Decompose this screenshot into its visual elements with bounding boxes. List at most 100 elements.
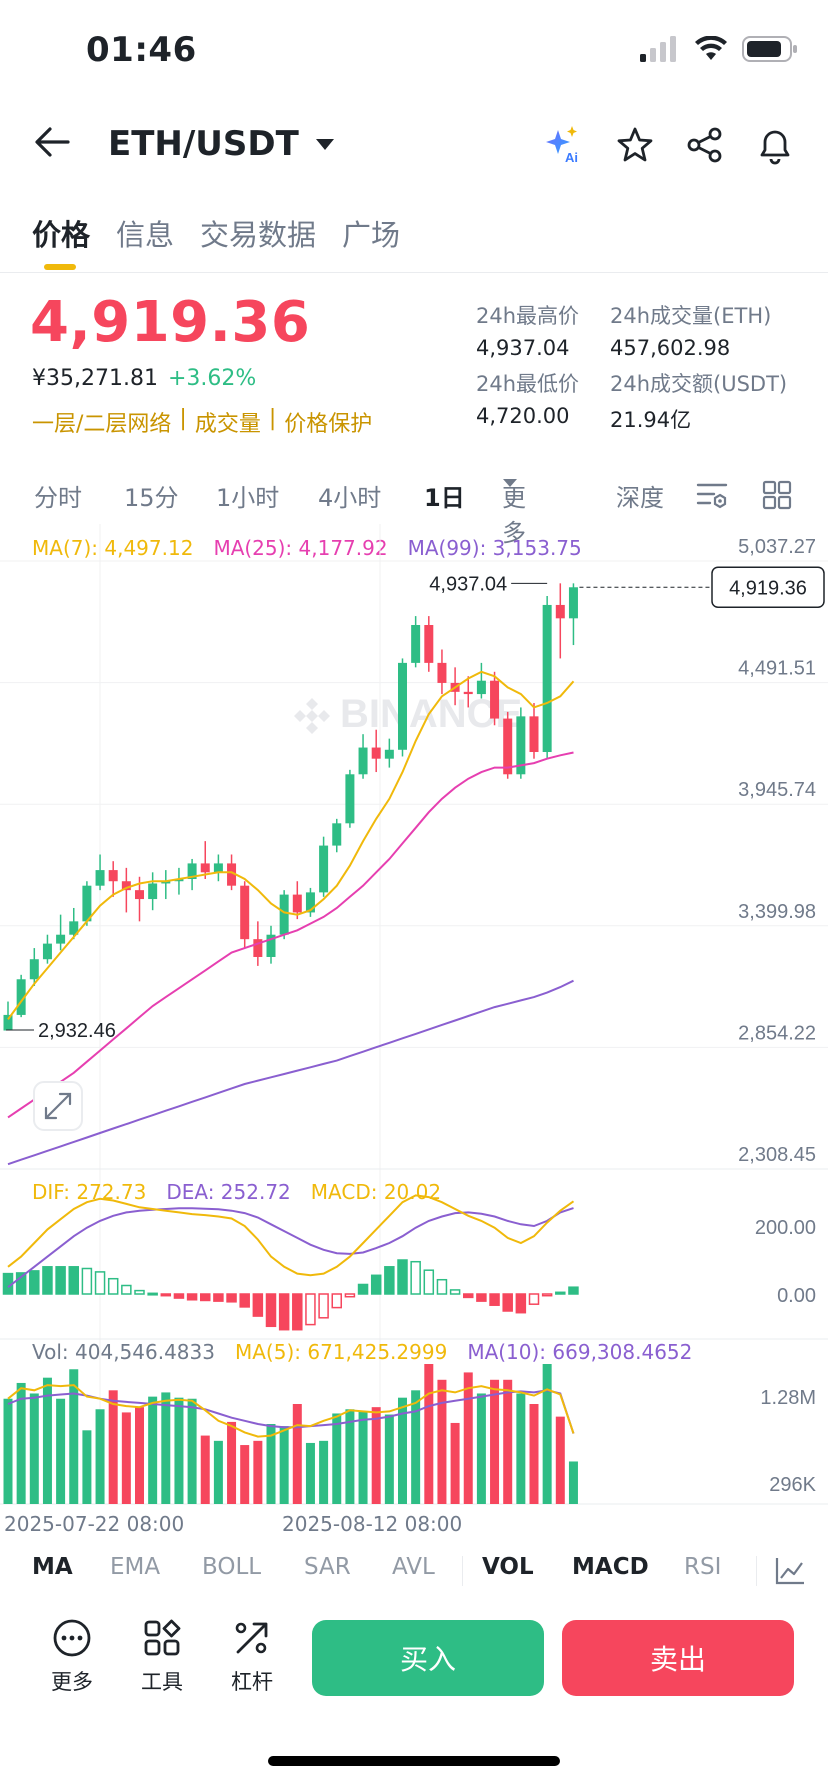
interval-time[interactable]: 分时 [34,484,82,512]
tab-info[interactable]: 信息 [116,218,175,252]
macd-bar [239,1293,250,1308]
macd-bar [147,1292,158,1296]
kline-chart[interactable]: BINANCE 4,919.36 4,937.04 2,932.46 5,037.2… [0,524,828,1544]
candle-body [424,625,434,663]
volume-bar [42,1377,52,1504]
status-icons [640,36,798,62]
macd-bar [568,1286,579,1295]
stat-volume-value: 457,602.98 [610,336,731,360]
price-axis-label: 5,037.27 [738,536,816,558]
back-button[interactable] [34,126,70,162]
battery-icon [742,36,797,62]
volume-bar [29,1393,39,1504]
tag-volume[interactable]: 成交量 [194,412,261,437]
volume-panel: 1.28M 296K [3,1364,817,1504]
tag-links: 一层/二层网络 | 成交量 | 价格保护 [32,406,372,438]
macd-bar [213,1293,224,1302]
caret-down-icon [315,139,334,150]
interval-15m[interactable]: 15分 [124,484,179,512]
interval-depth[interactable]: 深度 [616,484,664,512]
indicator-boll[interactable]: BOLL [202,1554,262,1580]
indicator-avl[interactable]: AVL [392,1554,435,1580]
indicator-macd[interactable]: MACD [572,1554,649,1580]
price-axis-label: 3,945.74 [738,779,816,801]
candle-body [29,959,39,980]
sell-button[interactable]: 卖出 [562,1620,794,1696]
ma25-line [7,751,574,1119]
expand-icon [44,1092,72,1120]
volume-bar [148,1396,158,1504]
macd-bar [449,1289,461,1295]
binance-logo-icon [294,698,330,734]
volume-bar [95,1409,105,1504]
volume-axis-label: 1.28M [760,1387,816,1409]
interval-4h[interactable]: 4小时 [318,484,382,512]
candle-body [69,921,79,935]
expand-button[interactable] [33,1081,83,1131]
star-icon[interactable] [616,126,654,164]
candle-body [358,747,368,775]
indicator-vol[interactable]: VOL [482,1554,534,1580]
stat-amount: 24h成交额(USDT) 21.94亿 [610,368,787,434]
tab-square[interactable]: 广场 [342,218,401,252]
volume-bar [266,1424,276,1504]
pair-selector[interactable]: ETH/USDT [108,124,335,164]
share-icon[interactable] [686,126,724,164]
macd-bar [370,1274,382,1295]
volume-bar [16,1382,26,1504]
tab-trading-data[interactable]: 交易数据 [200,218,317,252]
indicator-ema[interactable]: EMA [110,1554,161,1580]
macd-bar [344,1293,356,1298]
last-price: 4,919.36 [30,290,311,355]
stat-amount-value: 21.94亿 [610,408,692,432]
chart-settings-button[interactable] [696,480,728,516]
interval-more-label: 更多 [502,484,526,547]
indicator-rsi[interactable]: RSI [684,1554,722,1580]
macd-bar [555,1291,566,1295]
tabs-divider [0,272,828,273]
volume-bar [305,1442,315,1504]
candle-body [490,680,500,719]
tab-price[interactable]: 价格 [32,218,91,252]
volume-bar [437,1379,447,1504]
volume-bar [345,1409,355,1504]
indicator-ma[interactable]: MA [32,1554,73,1580]
candle-body [279,894,289,935]
tag-price-protection[interactable]: 价格保护 [284,412,373,437]
candle-body [568,587,578,619]
stat-low-label: 24h最低价 [476,372,580,396]
macd-legend: DIF: 272.73 DEA: 252.72 MACD: 20.02 [32,1180,441,1204]
interval-1h[interactable]: 1小时 [216,484,280,512]
volume-bar [503,1379,513,1504]
candle-body [345,774,355,824]
candle-body [305,892,315,913]
leverage-label: 杠杆 [231,1670,273,1694]
tools-button[interactable]: 工具 [134,1618,190,1696]
ma99-legend: MA(99): 3,153.75 [407,536,582,560]
buy-button[interactable]: 买入 [312,1620,544,1696]
candle-body [266,934,276,957]
leverage-button[interactable]: 杠杆 [224,1618,280,1696]
vol-ma5-legend: MA(5): 671,425.2999 [234,1340,448,1364]
candles [3,583,578,1031]
candle-body [542,604,552,753]
stat-volume: 24h成交量(ETH) 457,602.98 [610,300,771,360]
price-axis-label: 2,854.22 [738,1022,816,1044]
macd-dea-legend: DEA: 252.72 [166,1180,291,1204]
vol-legend: Vol: 404,546.4833 MA(5): 671,425.2999 MA… [32,1340,692,1364]
indicator-sar[interactable]: SAR [304,1554,351,1580]
volume-bar [398,1397,407,1504]
stat-low: 24h最低价 4,720.00 [476,368,579,428]
volume-bar [555,1416,565,1504]
interval-1d[interactable]: 1日 [424,484,465,512]
candle-body [42,943,52,960]
more-button[interactable]: 更多 [44,1618,100,1696]
ai-sparkle-icon[interactable]: Ai [542,124,584,166]
macd-axis-label: 0.00 [777,1285,816,1307]
tag-layer-network[interactable]: 一层/二层网络 [32,412,172,437]
volume-bar [200,1435,210,1504]
indicator-settings-button[interactable] [774,1556,806,1592]
bell-icon[interactable] [756,125,794,165]
layout-grid-button[interactable] [762,480,792,516]
interval-more[interactable]: 更多 [502,478,526,547]
